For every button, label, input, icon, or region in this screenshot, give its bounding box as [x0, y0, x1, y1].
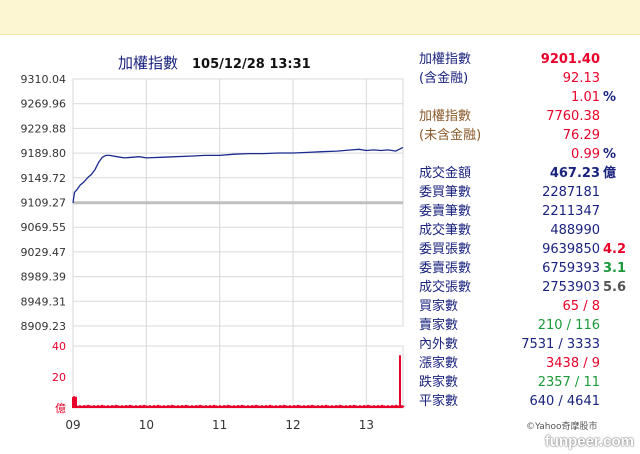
stat-value: 7531 / 3333 [521, 337, 600, 352]
index-price-line [72, 146, 404, 203]
volume-bars [73, 396, 405, 408]
chart-frame: 加權指數 105/12/28 13:31 9310.04 9269.96 9229.… [0, 34, 640, 454]
stat-value: 2753903 [542, 280, 600, 295]
stat-label: 買家數 [419, 299, 459, 314]
stat-suffix: % [603, 147, 617, 162]
stat-row: 內外數 7531 / 3333 [419, 335, 634, 354]
volume-tick-label: 億 [55, 402, 66, 415]
stat-row: 漲家數 3438 / 9 [419, 354, 634, 373]
stat-label: 加權指數 [419, 109, 472, 124]
stat-suffix: 4.2 [603, 242, 627, 257]
stat-value: 467.23 [549, 166, 600, 181]
stat-row: 委賣張數 6759393 3.1 [419, 259, 634, 278]
stat-row: 跌家數 2357 / 11 [419, 373, 634, 392]
price-tick-label: 9109.27 [21, 197, 67, 210]
stat-label: 平家數 [419, 394, 459, 409]
stat-label: 成交張數 [419, 280, 472, 295]
stat-label: 賣家數 [419, 318, 459, 333]
price-tick-label: 9189.80 [21, 147, 67, 160]
stat-label: 內外數 [419, 337, 459, 352]
price-tick-label: 9069.55 [21, 221, 67, 234]
stat-suffix: 億 [603, 166, 617, 181]
volume-tick-label: 20 [52, 371, 66, 384]
stat-row: (含金融) 92.13 [419, 69, 634, 88]
stat-label: 委賣張數 [419, 261, 472, 276]
stat-label: 漲家數 [419, 356, 459, 371]
time-tick-label: 09 [65, 418, 80, 432]
chart-datetime: 105/12/28 13:31 [192, 57, 311, 72]
stat-value: 2287181 [542, 185, 600, 200]
stat-suffix: % [603, 90, 617, 105]
stat-row: 委買筆數 2287181 [419, 183, 634, 202]
stat-value: 3438 / 9 [546, 356, 600, 371]
stat-suffix: 3.1 [603, 261, 627, 276]
stat-row: 平家數 640 / 4641 [419, 392, 634, 411]
stat-value: 2211347 [542, 204, 600, 219]
stat-value: 0.99 [571, 147, 600, 162]
time-tick-label: 10 [139, 418, 154, 432]
price-tick-label: 9229.88 [21, 122, 67, 135]
stat-row: 加權指數 7760.38 [419, 107, 634, 126]
stat-label: 加權指數 [419, 52, 472, 67]
stat-value: 6759393 [542, 261, 600, 276]
stat-value: 488990 [550, 223, 600, 238]
stat-label: (未含金融) [419, 128, 482, 143]
stat-suffix: 5.6 [603, 280, 627, 295]
time-tick-label: 12 [285, 418, 300, 432]
stat-row: 委賣筆數 2211347 [419, 202, 634, 221]
stat-label: 成交金額 [419, 166, 472, 181]
stat-value: 9201.40 [540, 52, 600, 67]
stats-panel: 加權指數 9201.40 (含金融) 92.13 1.01% 加權指數 7760.38 (未含… [419, 50, 634, 411]
stat-row: 成交張數 2753903 5.6 [419, 278, 634, 297]
stat-row: 加權指數 9201.40 [419, 50, 634, 69]
yahoo-credit: ©Yahoo奇摩股市 [526, 422, 598, 432]
price-tick-label: 8909.23 [21, 320, 67, 333]
stat-row: 0.99% [419, 145, 634, 164]
stat-value: 640 / 4641 [529, 394, 600, 409]
brand-watermark: funpeer.com [544, 433, 634, 450]
stat-value: 92.13 [562, 71, 600, 86]
stat-row: 委買張數 9639850 4.2 [419, 240, 634, 259]
price-tick-label: 9310.04 [21, 73, 67, 86]
price-tick-label: 9029.47 [21, 246, 67, 259]
stat-row: 成交筆數 488990 [419, 221, 634, 240]
stat-row: (未含金融) 76.29 [419, 126, 634, 145]
price-tick-label: 8989.39 [21, 271, 67, 284]
stat-row: 1.01% [419, 88, 634, 107]
stat-row: 成交金額 467.23 億 [419, 164, 634, 183]
price-tick-label: 8949.31 [21, 295, 67, 308]
stat-value: 9639850 [542, 242, 600, 257]
time-tick-label: 11 [212, 418, 227, 432]
stat-label: 委賣筆數 [419, 204, 472, 219]
stat-value: 210 / 116 [537, 318, 600, 333]
stat-label: 委買張數 [419, 242, 472, 257]
index-chart: 加權指數 105/12/28 13:31 9310.04 9269.96 9229.… [21, 54, 405, 432]
stat-value: 65 / 8 [562, 299, 600, 314]
stat-label: (含金融) [419, 71, 469, 86]
chart-title: 加權指數 [118, 54, 178, 72]
stat-label: 委買筆數 [419, 185, 472, 200]
stat-label: 跌家數 [419, 375, 459, 390]
volume-tick-label: 40 [52, 340, 66, 353]
volume-plot-border [72, 345, 404, 409]
price-tick-label: 9149.72 [21, 172, 67, 185]
stat-value: 76.29 [562, 128, 600, 143]
price-tick-label: 9269.96 [21, 98, 67, 111]
stat-label: 成交筆數 [419, 223, 472, 238]
stat-value: 7760.38 [546, 109, 600, 124]
stat-value: 1.01 [571, 90, 600, 105]
stat-row: 買家數 65 / 8 [419, 297, 634, 316]
stat-value: 2357 / 11 [537, 375, 600, 390]
top-banner [0, 0, 640, 35]
stat-row: 賣家數 210 / 116 [419, 316, 634, 335]
time-tick-label: 13 [359, 418, 374, 432]
